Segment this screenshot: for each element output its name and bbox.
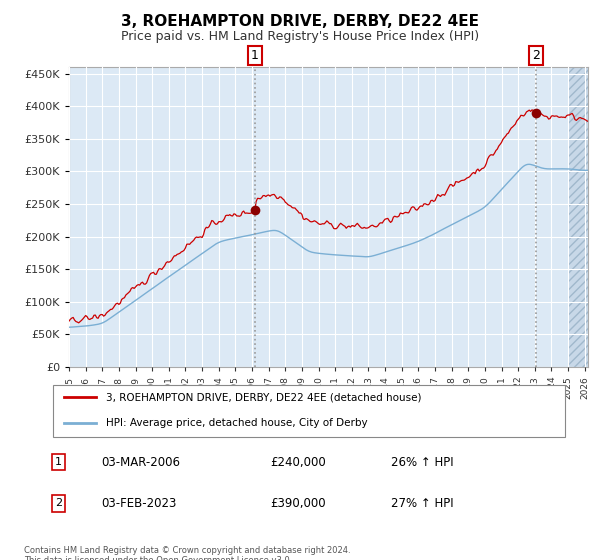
Text: 1: 1 (251, 49, 259, 62)
Text: 26% ↑ HPI: 26% ↑ HPI (391, 456, 454, 469)
Text: 03-FEB-2023: 03-FEB-2023 (101, 497, 176, 510)
Bar (568, 67, 588, 367)
Text: 2: 2 (532, 49, 540, 62)
Text: 03-MAR-2006: 03-MAR-2006 (101, 456, 180, 469)
Text: £390,000: £390,000 (270, 497, 325, 510)
FancyBboxPatch shape (53, 385, 565, 437)
Text: 3, ROEHAMPTON DRIVE, DERBY, DE22 4EE (detached house): 3, ROEHAMPTON DRIVE, DERBY, DE22 4EE (de… (106, 392, 422, 402)
Text: Price paid vs. HM Land Registry's House Price Index (HPI): Price paid vs. HM Land Registry's House … (121, 30, 479, 43)
Text: 2: 2 (55, 498, 62, 508)
Text: £240,000: £240,000 (270, 456, 326, 469)
Text: Contains HM Land Registry data © Crown copyright and database right 2024.
This d: Contains HM Land Registry data © Crown c… (24, 546, 350, 560)
Text: 3, ROEHAMPTON DRIVE, DERBY, DE22 4EE: 3, ROEHAMPTON DRIVE, DERBY, DE22 4EE (121, 14, 479, 29)
Text: HPI: Average price, detached house, City of Derby: HPI: Average price, detached house, City… (106, 418, 368, 428)
Text: 27% ↑ HPI: 27% ↑ HPI (391, 497, 454, 510)
Text: 1: 1 (55, 457, 62, 467)
